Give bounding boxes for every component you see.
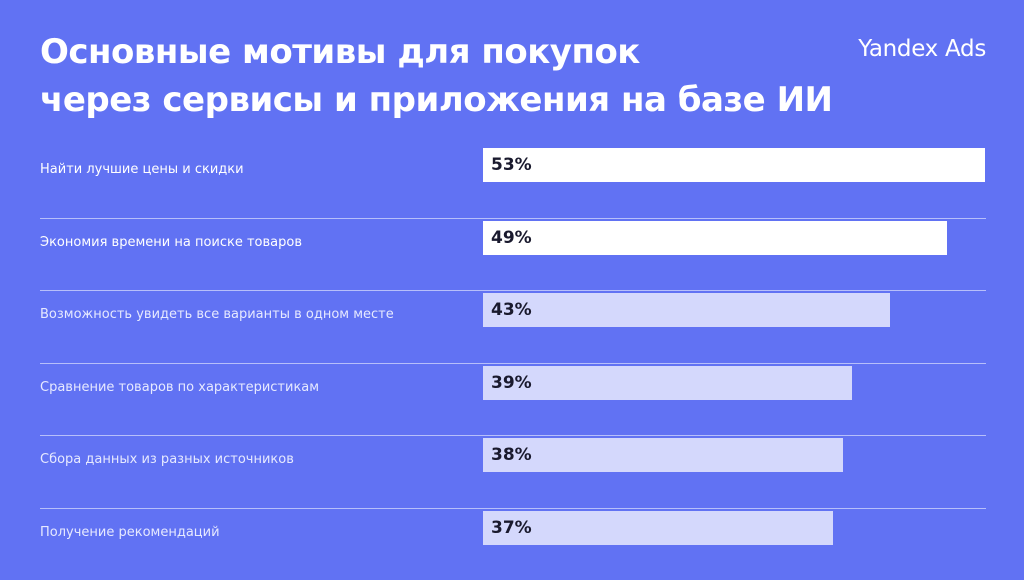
chart-row: Экономия времени на поиске товаров 49% [40, 218, 986, 291]
category-label: Найти лучшие цены и скидки [40, 161, 460, 179]
bar-value-label: 38% [491, 445, 532, 465]
bar: 49% [483, 221, 947, 255]
bar-value-label: 37% [491, 518, 532, 538]
title-line-2: через сервисы и приложения на базе ИИ [40, 76, 840, 124]
chart-row: Сбора данных из разных источников 38% [40, 435, 986, 508]
page-title: Основные мотивы для покупок через сервис… [40, 28, 840, 124]
bar-value-label: 49% [491, 228, 532, 248]
bar: 39% [483, 366, 852, 400]
bar: 43% [483, 293, 890, 327]
chart-row: Сравнение товаров по характеристикам 39% [40, 363, 986, 436]
bar: 38% [483, 438, 843, 472]
chart-row: Получение рекомендаций 37% [40, 508, 986, 580]
bar: 37% [483, 511, 833, 545]
yandex-ads-logo: Yandex Ads [858, 36, 986, 62]
chart-row: Возможность увидеть все варианты в одном… [40, 290, 986, 363]
bar: 53% [483, 148, 985, 182]
category-label: Сравнение товаров по характеристикам [40, 379, 460, 397]
bar-value-label: 53% [491, 155, 532, 175]
bar-chart: Найти лучшие цены и скидки 53% Экономия вр… [40, 145, 986, 580]
category-label: Возможность увидеть все варианты в одном… [40, 306, 460, 324]
title-line-1: Основные мотивы для покупок [40, 28, 840, 76]
bar-value-label: 43% [491, 300, 532, 320]
category-label: Сбора данных из разных источников [40, 451, 460, 469]
bar-value-label: 39% [491, 373, 532, 393]
category-label: Получение рекомендаций [40, 524, 460, 542]
category-label: Экономия времени на поиске товаров [40, 234, 460, 252]
chart-row: Найти лучшие цены и скидки 53% [40, 145, 986, 218]
